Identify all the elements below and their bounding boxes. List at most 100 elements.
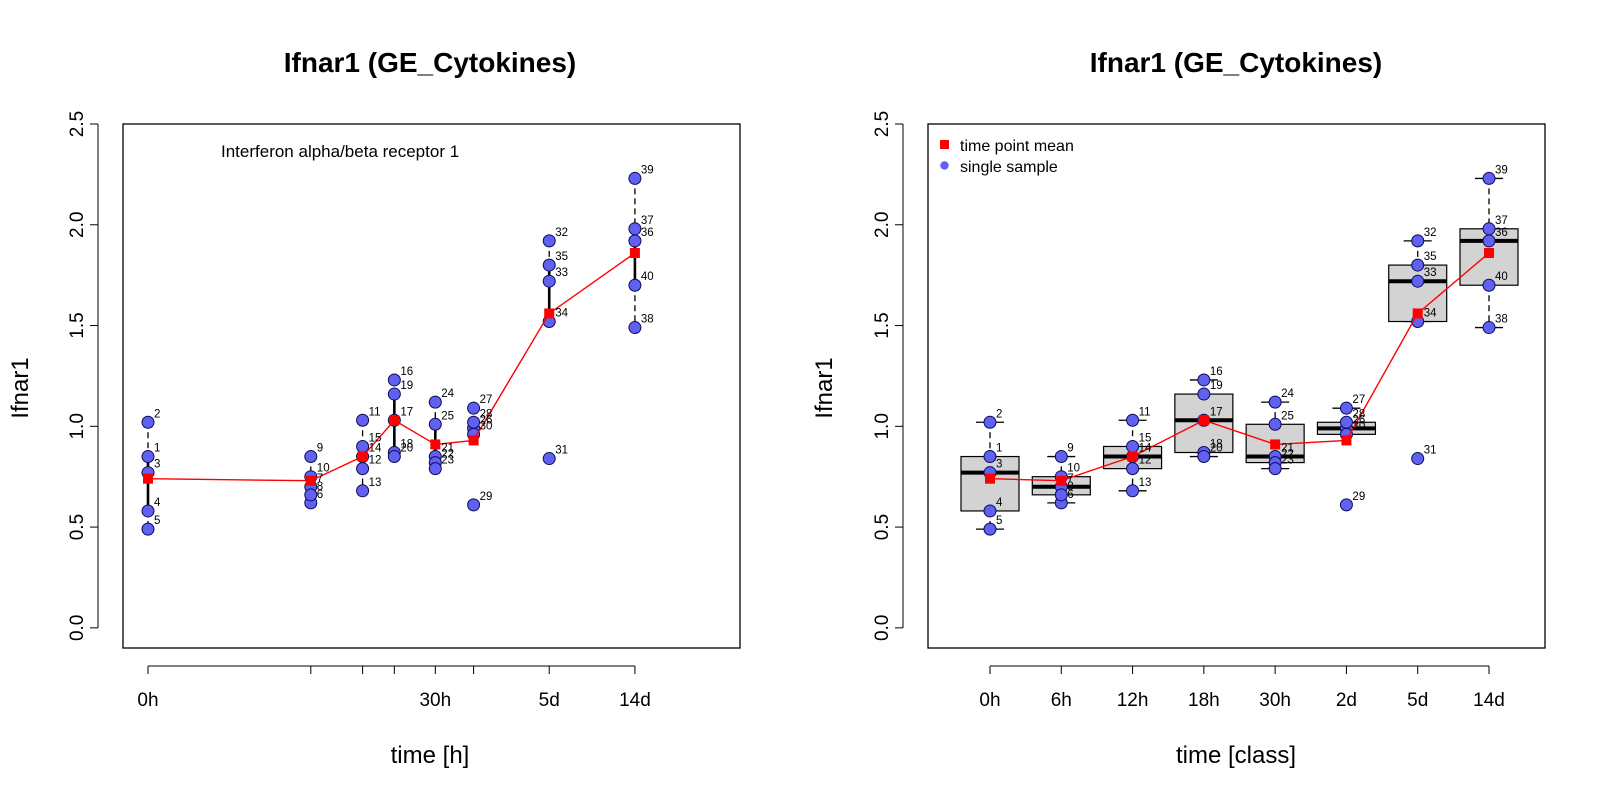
- right-y-tick-label: 2.5: [872, 111, 893, 137]
- left-sample-label: 2: [154, 408, 160, 420]
- left-mean-marker: [305, 475, 316, 486]
- left-sample-label: 36: [641, 227, 654, 239]
- right-sample-label: 17: [1210, 406, 1223, 418]
- right-y-tick-label: 1.5: [872, 312, 893, 338]
- left-mean-marker: [468, 435, 479, 446]
- right-sample-label: 38: [1495, 314, 1508, 326]
- right-y-axis: 0.0 0.5 1.0 1.5 2.0 2.5: [872, 111, 904, 641]
- right-sample-label: 26: [1352, 414, 1365, 426]
- right-mean-line: [989, 252, 1490, 482]
- right-sample-point: [1126, 462, 1140, 476]
- left-sample-label: 26: [480, 414, 493, 426]
- right-sample-point: [983, 522, 997, 536]
- left-sample-point: [542, 274, 556, 288]
- right-sample-label: 25: [1281, 410, 1294, 422]
- left-sample-label: 25: [441, 410, 454, 422]
- left-sample-point: [542, 258, 556, 272]
- right-box: [1174, 393, 1234, 454]
- left-sample-label: 32: [555, 227, 568, 239]
- right-sample-label: 1: [996, 443, 1002, 455]
- right-sample-point: [1482, 278, 1496, 292]
- left-sample-point: [542, 234, 556, 248]
- right-sample-label: 8: [1067, 481, 1073, 493]
- right-sample-label: 31: [1424, 445, 1437, 457]
- left-sample-point: [387, 373, 401, 387]
- left-sample-label: 4: [154, 497, 161, 509]
- right-x-tick-label: 5d: [1407, 690, 1428, 711]
- right-sample-label: 22: [1281, 449, 1294, 461]
- left-sample-label: 35: [555, 251, 568, 263]
- right-sample-label: 11: [1139, 406, 1151, 418]
- left-y-tick-label: 0.5: [67, 514, 88, 540]
- right-sample-point: [1197, 450, 1211, 464]
- left-plot-frame: [122, 123, 741, 649]
- right-sample-label: 14: [1139, 443, 1152, 455]
- right-mean-marker: [1056, 475, 1067, 486]
- left-sample-point: [356, 462, 370, 476]
- left-mean-marker: [389, 415, 400, 426]
- right-sample-point: [1054, 450, 1068, 464]
- right-x-tick-label: 18h: [1188, 690, 1220, 711]
- left-y-tick-label: 0.0: [67, 615, 88, 641]
- left-sample-point: [628, 278, 642, 292]
- right-sample-label: 36: [1495, 227, 1508, 239]
- right-sample-label: 2: [996, 408, 1002, 420]
- right-sample-point: [983, 415, 997, 429]
- right-sample-label: 4: [996, 497, 1003, 509]
- right-sample-label: 15: [1139, 432, 1152, 444]
- right-y-tick-label: 1.0: [872, 413, 893, 439]
- right-y-axis-label: Ifnar1: [811, 357, 838, 418]
- legend-mean-label: time point mean: [960, 138, 1074, 155]
- right-mean-marker: [1270, 439, 1281, 450]
- left-panel: Ifnar1 (GE_Cytokines) time [h] Ifnar1 In…: [7, 47, 741, 769]
- right-sample-label: 32: [1424, 227, 1437, 239]
- right-sample-point: [1126, 484, 1140, 498]
- left-sample-label: 34: [555, 308, 568, 320]
- right-sample-point: [1482, 321, 1496, 335]
- left-mean-marker: [143, 473, 153, 484]
- left-sample-label: 8: [317, 481, 323, 493]
- left-sample-point: [141, 415, 155, 429]
- left-sample-label: 37: [641, 215, 654, 227]
- left-sample-label: 18: [400, 439, 413, 451]
- left-sample-label: 29: [480, 491, 493, 503]
- right-sample-label: 3: [996, 459, 1002, 471]
- left-sample-label: 11: [369, 406, 381, 418]
- left-chart-title: Ifnar1 (GE_Cytokines): [284, 47, 577, 78]
- right-y-tick-label: 0.5: [872, 514, 893, 540]
- left-sample-point: [356, 413, 370, 427]
- left-sample-label: 12: [369, 455, 382, 467]
- left-sample-label: 22: [441, 449, 454, 461]
- right-sample-label: 7: [1067, 473, 1073, 485]
- right-x-tick-label: 30h: [1259, 690, 1291, 711]
- left-sample-point: [628, 234, 642, 248]
- right-sample-label: 23: [1281, 455, 1294, 467]
- left-sample-label: 27: [480, 394, 493, 406]
- left-sample-label: 33: [555, 267, 568, 279]
- right-sample-label: 13: [1139, 477, 1152, 489]
- left-sample-point: [141, 504, 155, 518]
- left-x-tick-label: 0h: [137, 690, 158, 711]
- right-sample-point: [1482, 222, 1496, 236]
- right-sample-label: 5: [996, 515, 1002, 527]
- left-sample-point: [542, 452, 556, 466]
- left-sample-label: 39: [641, 164, 654, 176]
- legend-sample-label: single sample: [960, 159, 1058, 176]
- right-sample-point: [1268, 395, 1282, 409]
- right-sample-point: [1411, 234, 1425, 248]
- left-sample-point: [628, 171, 642, 185]
- left-sample-label: 20: [400, 443, 413, 455]
- left-y-axis-label: Ifnar1: [7, 357, 34, 418]
- right-sample-label: 27: [1352, 394, 1365, 406]
- right-sample-label: 39: [1495, 164, 1508, 176]
- right-x-tick-label: 2d: [1336, 690, 1357, 711]
- left-x-tick-label: 5d: [539, 690, 560, 711]
- left-sample-label: 21: [441, 443, 454, 455]
- left-x-tick-label: 30h: [419, 690, 451, 711]
- right-sample-label: 19: [1210, 380, 1223, 392]
- right-mean-marker: [1484, 247, 1494, 258]
- right-sample-point: [1411, 258, 1425, 272]
- left-sample-label: 15: [369, 432, 382, 444]
